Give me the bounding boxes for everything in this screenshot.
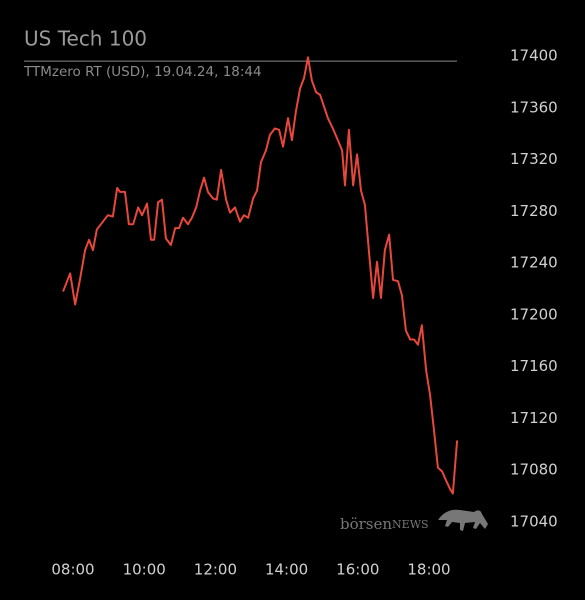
chart-subtitle: TTMzero RT (USD), 19.04.24, 18:44	[23, 64, 262, 80]
y-tick-label: 17040	[510, 512, 558, 530]
y-tick-label: 17200	[510, 305, 558, 323]
bull-icon	[438, 509, 488, 531]
chart-title: US Tech 100	[24, 27, 147, 51]
x-tick-label: 12:00	[194, 561, 237, 579]
y-tick-label: 17360	[510, 98, 558, 116]
watermark: börsenNEWS	[340, 509, 488, 533]
y-tick-label: 17080	[510, 461, 558, 479]
y-tick-label: 17240	[510, 254, 558, 272]
x-tick-label: 14:00	[265, 561, 308, 579]
x-tick-label: 16:00	[336, 561, 379, 579]
y-tick-label: 17160	[510, 357, 558, 375]
y-tick-label: 17280	[510, 202, 558, 220]
watermark-text: börsenNEWS	[340, 515, 429, 533]
y-tick-label: 17120	[510, 409, 558, 427]
x-tick-label: 08:00	[51, 561, 94, 579]
y-tick-label: 17400	[510, 47, 558, 65]
watermark-part: börsen	[340, 515, 392, 533]
x-tick-label: 18:00	[407, 561, 450, 579]
price-line	[62, 56, 459, 495]
watermark-part: NEWS	[392, 518, 429, 531]
x-tick-label: 10:00	[123, 561, 166, 579]
y-tick-label: 17320	[510, 150, 558, 168]
